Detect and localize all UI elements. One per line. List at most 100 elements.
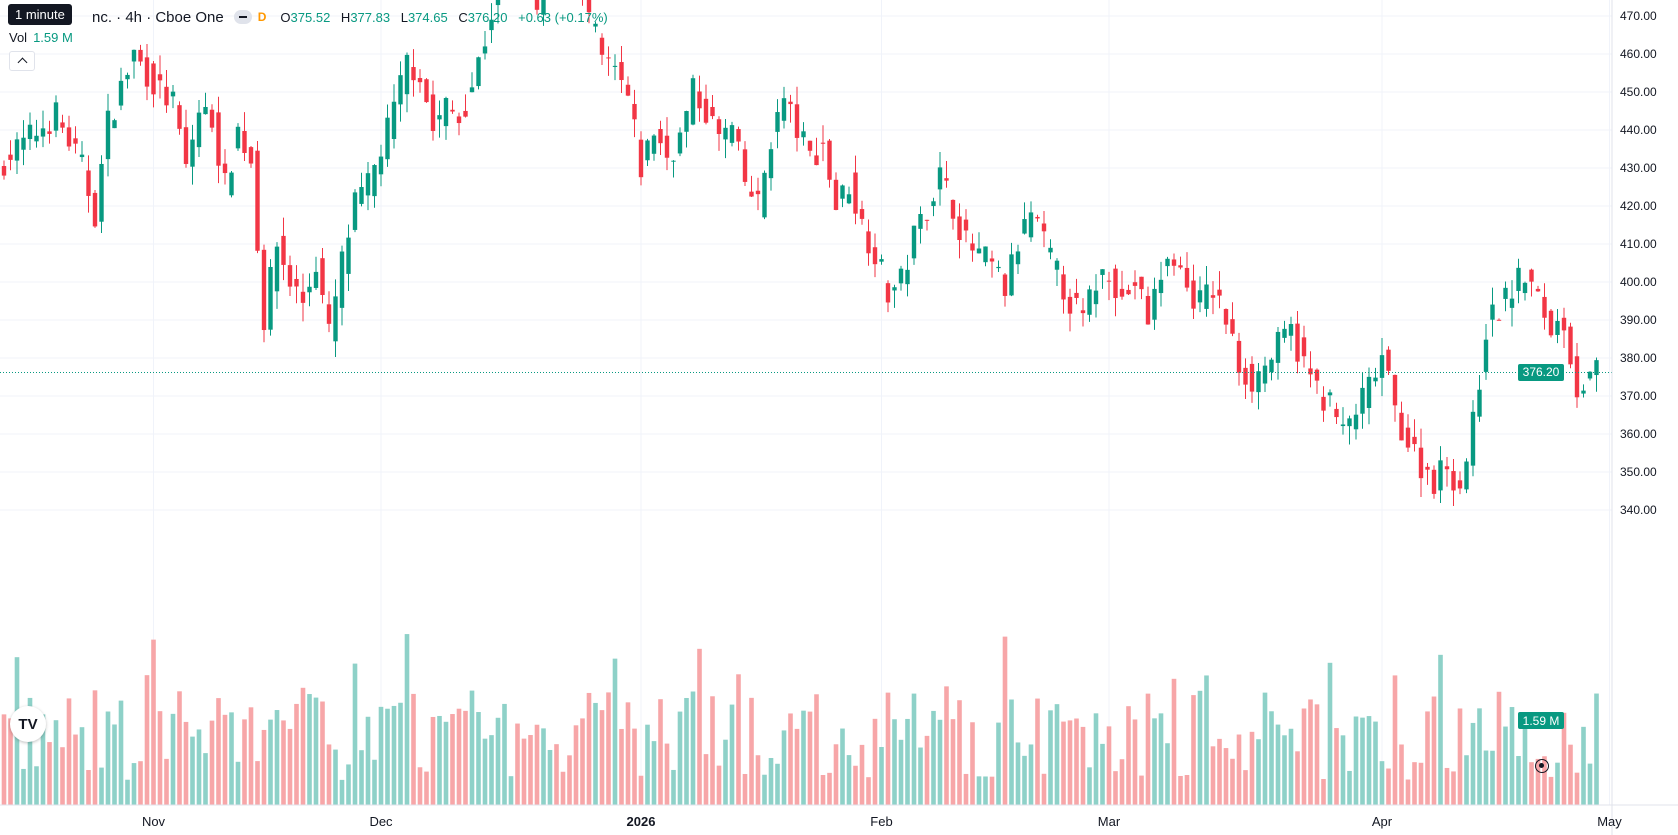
volume-bar xyxy=(944,686,949,805)
candle-body xyxy=(755,190,761,195)
volume-legend: Vol 1.59 M xyxy=(9,30,73,45)
candle-body xyxy=(21,137,26,150)
candle-body xyxy=(469,87,475,93)
candle-body xyxy=(677,132,683,154)
candle-body xyxy=(1327,392,1333,396)
volume-bar xyxy=(1522,717,1528,805)
candle-body xyxy=(40,128,46,137)
candle-body xyxy=(957,216,962,241)
price-axis[interactable]: 340.00 350.00 360.00 370.00 380.00 390.00 400.… xyxy=(1611,0,1657,835)
collapse-button[interactable] xyxy=(9,51,35,71)
volume-bar xyxy=(144,675,150,805)
candle-body xyxy=(177,105,182,129)
volume-bar xyxy=(1529,762,1534,805)
candle-body xyxy=(1399,412,1404,441)
candle-body xyxy=(339,251,345,308)
candle-body xyxy=(541,0,546,15)
candle-body xyxy=(196,112,202,148)
volume-bar xyxy=(235,761,241,805)
candle-body xyxy=(255,150,260,251)
candle-body xyxy=(1230,319,1235,334)
volume-bar xyxy=(476,712,481,805)
candle-body xyxy=(534,0,540,10)
volume-bar xyxy=(710,696,715,805)
candle-body xyxy=(879,259,884,262)
volume-bar xyxy=(1561,712,1567,805)
candle-body xyxy=(248,147,254,164)
volume-bar xyxy=(99,767,104,805)
candle-body xyxy=(1275,331,1281,363)
volume-bar xyxy=(580,718,585,805)
volume-bar xyxy=(820,775,826,805)
candle-body xyxy=(872,247,878,265)
gear-icon[interactable] xyxy=(1535,759,1549,773)
volume-bar xyxy=(365,716,371,805)
volume-bar xyxy=(1496,691,1502,805)
candle-body xyxy=(1100,269,1105,275)
candle-body xyxy=(1262,365,1268,384)
volume-bar xyxy=(1236,734,1242,805)
candle-body xyxy=(911,225,917,259)
candle-body xyxy=(27,124,33,140)
volume-bar xyxy=(534,724,540,805)
x-tick-label: May xyxy=(1597,814,1622,829)
volume-bar xyxy=(1223,748,1229,805)
candle-body xyxy=(1165,258,1170,267)
candle-body xyxy=(495,0,501,6)
volume-bar xyxy=(515,723,520,805)
volume-bar xyxy=(788,713,793,805)
volume-bar xyxy=(1230,758,1235,805)
volume-bar xyxy=(1594,693,1599,805)
candle-body xyxy=(99,163,104,222)
delay-marker: D xyxy=(257,10,267,24)
candle-body xyxy=(645,140,650,161)
candle-body xyxy=(411,67,416,81)
volume-bar xyxy=(1275,724,1281,805)
time-axis[interactable]: Nov Dec 2026 Feb Mar Apr May xyxy=(0,804,1678,829)
candle-body xyxy=(125,74,130,80)
volume-bar xyxy=(1373,721,1378,805)
volume-bar xyxy=(1210,746,1216,805)
volume-bar xyxy=(1555,762,1560,805)
volume-bar xyxy=(1379,761,1385,805)
volume-bar xyxy=(209,720,215,805)
candle-body xyxy=(944,178,949,181)
candle-body xyxy=(1314,369,1320,381)
minus-icon[interactable] xyxy=(233,10,252,24)
volume-bar xyxy=(1022,755,1027,805)
tradingview-logo[interactable]: TV xyxy=(10,706,46,742)
volume-bar xyxy=(1334,728,1339,805)
volume-bar xyxy=(66,698,72,805)
volume-bar xyxy=(950,719,956,805)
candle-body xyxy=(229,172,234,196)
volume-bar xyxy=(1191,695,1196,805)
candle-body xyxy=(268,266,273,330)
symbol-title[interactable]: nc. · 4h · Cboe One xyxy=(92,8,224,26)
candle-body xyxy=(775,112,780,132)
y-tick-label: 370.00 xyxy=(1620,389,1657,403)
volume-bar xyxy=(443,721,449,805)
volume-bar xyxy=(1139,775,1144,805)
volume-bar xyxy=(1587,763,1593,805)
volume-bar xyxy=(599,710,605,805)
volume-bar xyxy=(1425,711,1430,805)
volume-bar xyxy=(456,708,462,805)
candle-body xyxy=(1152,288,1157,320)
candle-body xyxy=(794,104,800,138)
candle-body xyxy=(619,62,624,81)
candle-body xyxy=(287,265,293,287)
candle-body xyxy=(326,304,332,324)
volume-bar xyxy=(983,776,988,805)
volume-bar xyxy=(203,753,208,805)
candle-body xyxy=(1542,296,1547,318)
volume-bar xyxy=(1483,750,1489,805)
candle-body xyxy=(66,127,72,147)
volume-bar xyxy=(989,776,995,805)
candle-body xyxy=(378,156,384,175)
candle-body xyxy=(1431,469,1437,494)
candle-body xyxy=(840,185,845,199)
volume-bar xyxy=(190,736,195,805)
volume-bar xyxy=(469,690,475,805)
volume-bar xyxy=(664,743,670,805)
